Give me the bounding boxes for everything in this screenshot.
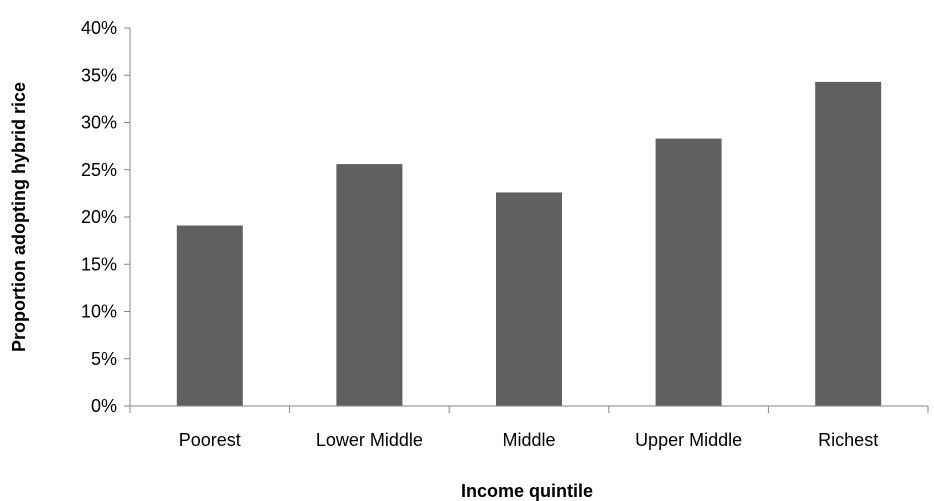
y-tick-label: 35%: [81, 65, 117, 85]
bar-poorest: [176, 225, 243, 406]
bars-layer: [176, 81, 882, 407]
bar-richest: [815, 81, 882, 407]
x-axis-title: Income quintile: [461, 481, 593, 501]
x-tick-label: Upper Middle: [635, 430, 742, 450]
x-tick-label: Middle: [502, 430, 555, 450]
y-tick-label: 5%: [91, 349, 117, 369]
y-tick-label: 15%: [81, 254, 117, 274]
x-tick-label: Poorest: [179, 430, 241, 450]
bar-middle: [496, 192, 562, 406]
y-tick-label: 30%: [81, 113, 117, 133]
x-tick-label: Richest: [818, 430, 878, 450]
x-tick-label: Lower Middle: [316, 430, 423, 450]
y-tick-label: 25%: [81, 160, 117, 180]
labels-layer: 0% 5% 10% 15% 20% 25% 30% 35% 40% Poorest Lower Mi…: [81, 18, 878, 450]
bar-lower-middle: [336, 164, 403, 406]
y-tick-label: 40%: [81, 18, 117, 38]
axes-layer: [124, 27, 929, 413]
y-tick-label: 10%: [81, 302, 117, 322]
y-tick-label: 20%: [81, 207, 117, 227]
bar-upper-middle: [655, 138, 722, 406]
y-axis-title: Proportion adopting hybrid rice: [9, 82, 29, 352]
y-tick-label: 0%: [91, 396, 117, 416]
